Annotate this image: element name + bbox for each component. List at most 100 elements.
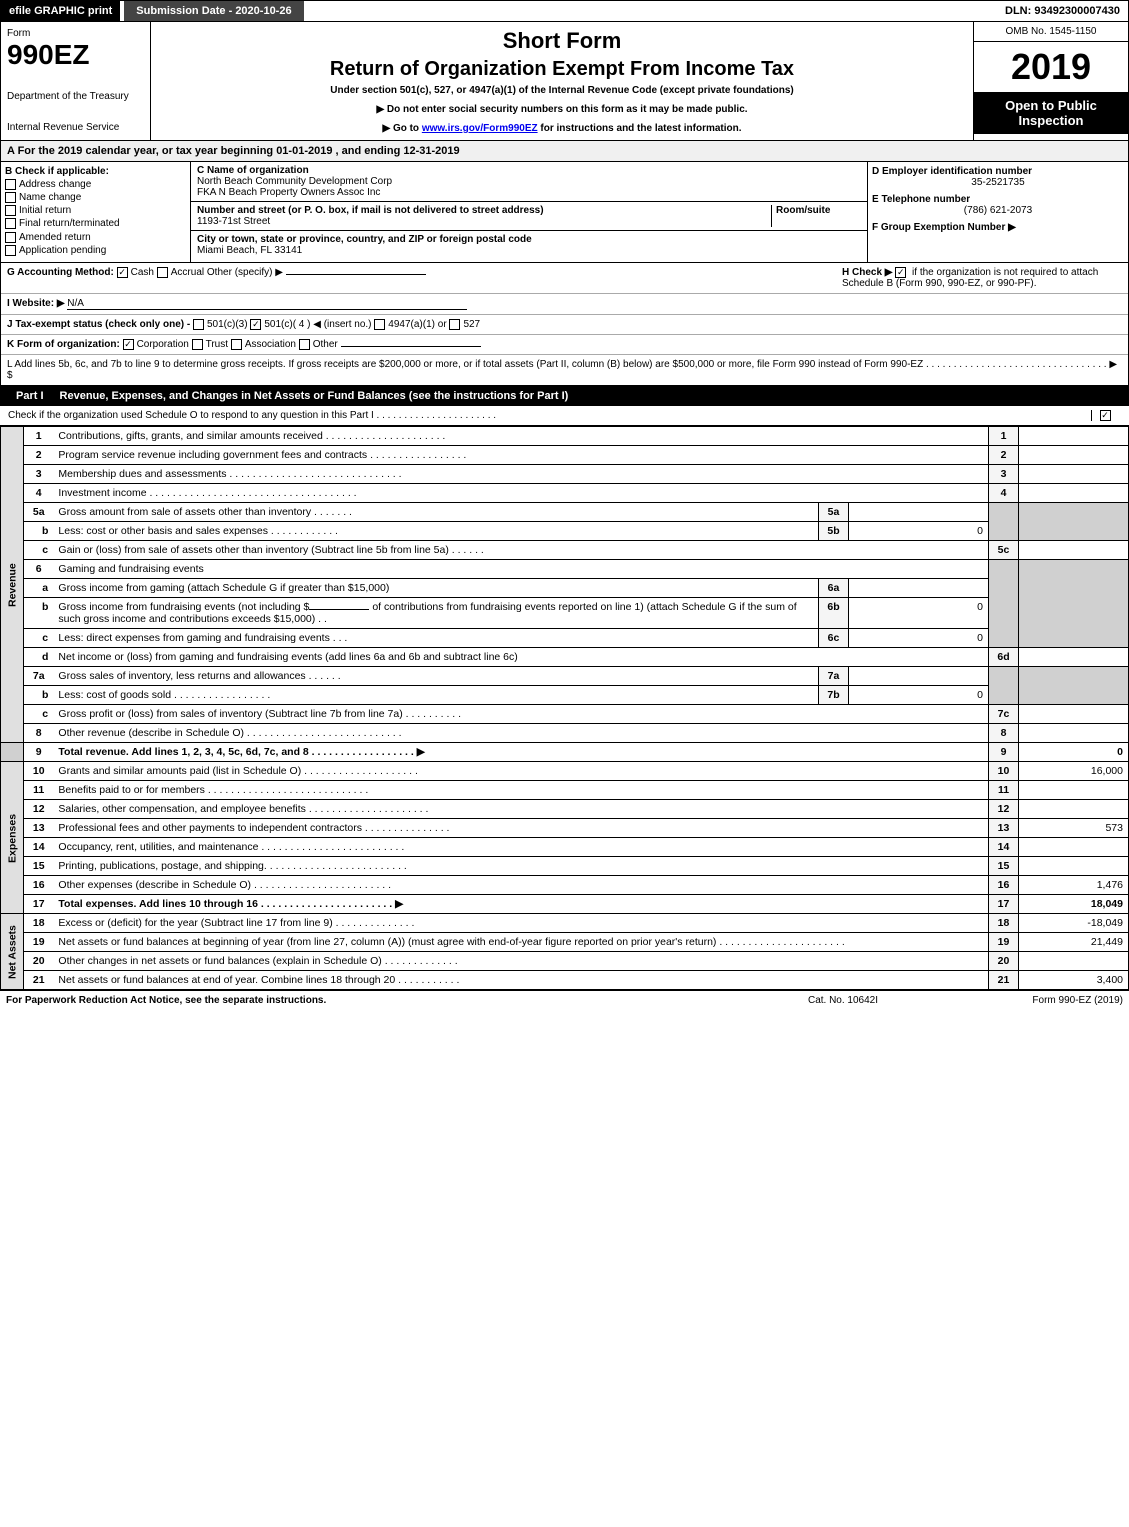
- efile-label[interactable]: efile GRAPHIC print: [1, 1, 120, 21]
- g-label: G Accounting Method:: [7, 267, 114, 278]
- ln8-desc: Other revenue (describe in Schedule O) .…: [53, 724, 988, 743]
- subtitle: Under section 501(c), 527, or 4947(a)(1)…: [157, 85, 967, 96]
- j-527: 527: [463, 319, 480, 330]
- ln11-val: [1019, 781, 1129, 800]
- line-12: 12 Salaries, other compensation, and emp…: [1, 800, 1129, 819]
- ln9-desc: Total revenue. Add lines 1, 2, 3, 4, 5c,…: [53, 743, 988, 762]
- line-6a: a Gross income from gaming (attach Sched…: [1, 579, 1129, 598]
- row-i: I Website: ▶ N/A: [1, 294, 1128, 315]
- ln14-num: 14: [24, 838, 54, 857]
- ln1-num: 1: [24, 427, 54, 446]
- chk-schedule-o[interactable]: [1100, 410, 1111, 421]
- part-1-label: Part I: [8, 390, 52, 402]
- chk-501c3[interactable]: [193, 319, 204, 330]
- city-label: City or town, state or province, country…: [197, 234, 532, 245]
- ln10-val: 16,000: [1019, 762, 1129, 781]
- website-value: N/A: [67, 298, 467, 310]
- k-other-input[interactable]: [341, 346, 481, 347]
- ln7c-desc: Gross profit or (loss) from sales of inv…: [53, 705, 988, 724]
- ln8-box: 8: [989, 724, 1019, 743]
- ln19-val: 21,449: [1019, 933, 1129, 952]
- line-2: 2 Program service revenue including gove…: [1, 446, 1129, 465]
- ln20-desc: Other changes in net assets or fund bala…: [53, 952, 988, 971]
- goto-prefix: ▶ Go to: [382, 123, 421, 134]
- chk-accrual[interactable]: [157, 267, 168, 278]
- ln13-num: 13: [24, 819, 54, 838]
- chk-other[interactable]: [299, 339, 310, 350]
- ln6c-desc: Less: direct expenses from gaming and fu…: [53, 629, 818, 648]
- ln17-num: 17: [24, 895, 54, 914]
- goto-line: ▶ Go to www.irs.gov/Form990EZ for instru…: [157, 123, 967, 134]
- org-name-2: FKA N Beach Property Owners Assoc Inc: [197, 187, 380, 198]
- ln6c-midnum: 6c: [819, 629, 849, 648]
- phone-row: E Telephone number (786) 621-2073: [872, 194, 1124, 216]
- chk-assoc[interactable]: [231, 339, 242, 350]
- ln5c-num: c: [24, 541, 54, 560]
- ln11-box: 11: [989, 781, 1019, 800]
- line-6c: c Less: direct expenses from gaming and …: [1, 629, 1129, 648]
- line-7b: b Less: cost of goods sold . . . . . . .…: [1, 686, 1129, 705]
- ln5a-midval: [849, 503, 989, 522]
- chk-h[interactable]: [895, 267, 906, 278]
- chk-trust[interactable]: [192, 339, 203, 350]
- dln: DLN: 93492300007430: [997, 1, 1128, 21]
- chk-application-pending[interactable]: Application pending: [5, 245, 186, 256]
- ln12-desc: Salaries, other compensation, and employ…: [53, 800, 988, 819]
- line-5a: 5a Gross amount from sale of assets othe…: [1, 503, 1129, 522]
- j-501c: 501(c)( 4 ) ◀ (insert no.): [264, 319, 371, 330]
- ln5b-midval: 0: [849, 522, 989, 541]
- open-inspection: Open to Public Inspection: [974, 92, 1128, 134]
- g-other-input[interactable]: [286, 274, 426, 275]
- chk-cash[interactable]: [117, 267, 128, 278]
- header-right: OMB No. 1545-1150 2019 Open to Public In…: [973, 22, 1128, 140]
- chk-amended-return[interactable]: Amended return: [5, 232, 186, 243]
- line-a-tax-year: A For the 2019 calendar year, or tax yea…: [0, 141, 1129, 162]
- ln2-val: [1019, 446, 1129, 465]
- city-row: City or town, state or province, country…: [191, 231, 867, 259]
- chk-501c[interactable]: [250, 319, 261, 330]
- ln16-val: 1,476: [1019, 876, 1129, 895]
- chk-name-change[interactable]: Name change: [5, 192, 186, 203]
- ln5c-box: 5c: [989, 541, 1019, 560]
- irs-link[interactable]: www.irs.gov/Form990EZ: [422, 123, 538, 134]
- ln6b-midnum: 6b: [819, 598, 849, 629]
- line-7c: c Gross profit or (loss) from sales of i…: [1, 705, 1129, 724]
- ln7c-num: c: [24, 705, 54, 724]
- cat-no: Cat. No. 10642I: [743, 995, 943, 1006]
- ln6d-desc: Net income or (loss) from gaming and fun…: [53, 648, 988, 667]
- ln19-desc: Net assets or fund balances at beginning…: [53, 933, 988, 952]
- col-b-header: B Check if applicable:: [5, 166, 186, 177]
- ln6b-blank[interactable]: [309, 609, 369, 610]
- ln7a-num: 7a: [24, 667, 54, 686]
- ln6a-midnum: 6a: [819, 579, 849, 598]
- ln20-box: 20: [989, 952, 1019, 971]
- page-footer: For Paperwork Reduction Act Notice, see …: [0, 990, 1129, 1010]
- ln20-num: 20: [24, 952, 54, 971]
- goto-suffix: for instructions and the latest informat…: [540, 123, 741, 134]
- chk-527[interactable]: [449, 319, 460, 330]
- line-1: Revenue 1 Contributions, gifts, grants, …: [1, 427, 1129, 446]
- ln15-desc: Printing, publications, postage, and shi…: [53, 857, 988, 876]
- chk-address-change[interactable]: Address change: [5, 179, 186, 190]
- line-6: 6 Gaming and fundraising events: [1, 560, 1129, 579]
- chk-4947[interactable]: [374, 319, 385, 330]
- line-18: Net Assets 18 Excess or (deficit) for th…: [1, 914, 1129, 933]
- ln3-val: [1019, 465, 1129, 484]
- part-1-table: Revenue 1 Contributions, gifts, grants, …: [0, 426, 1129, 990]
- chk-final-return[interactable]: Final return/terminated: [5, 218, 186, 229]
- chk-initial-return[interactable]: Initial return: [5, 205, 186, 216]
- ln16-desc: Other expenses (describe in Schedule O) …: [53, 876, 988, 895]
- ln12-box: 12: [989, 800, 1019, 819]
- ln2-num: 2: [24, 446, 54, 465]
- row-j: J Tax-exempt status (check only one) - 5…: [1, 315, 1128, 335]
- part-1-header: Part I Revenue, Expenses, and Changes in…: [0, 386, 1129, 406]
- chk-corp[interactable]: [123, 339, 134, 350]
- ln15-val: [1019, 857, 1129, 876]
- ln6a-midval: [849, 579, 989, 598]
- ln7c-val: [1019, 705, 1129, 724]
- ln16-num: 16: [24, 876, 54, 895]
- ln1-box: 1: [989, 427, 1019, 446]
- info-grid: B Check if applicable: Address change Na…: [0, 162, 1129, 263]
- ln2-box: 2: [989, 446, 1019, 465]
- paperwork-notice: For Paperwork Reduction Act Notice, see …: [6, 995, 743, 1006]
